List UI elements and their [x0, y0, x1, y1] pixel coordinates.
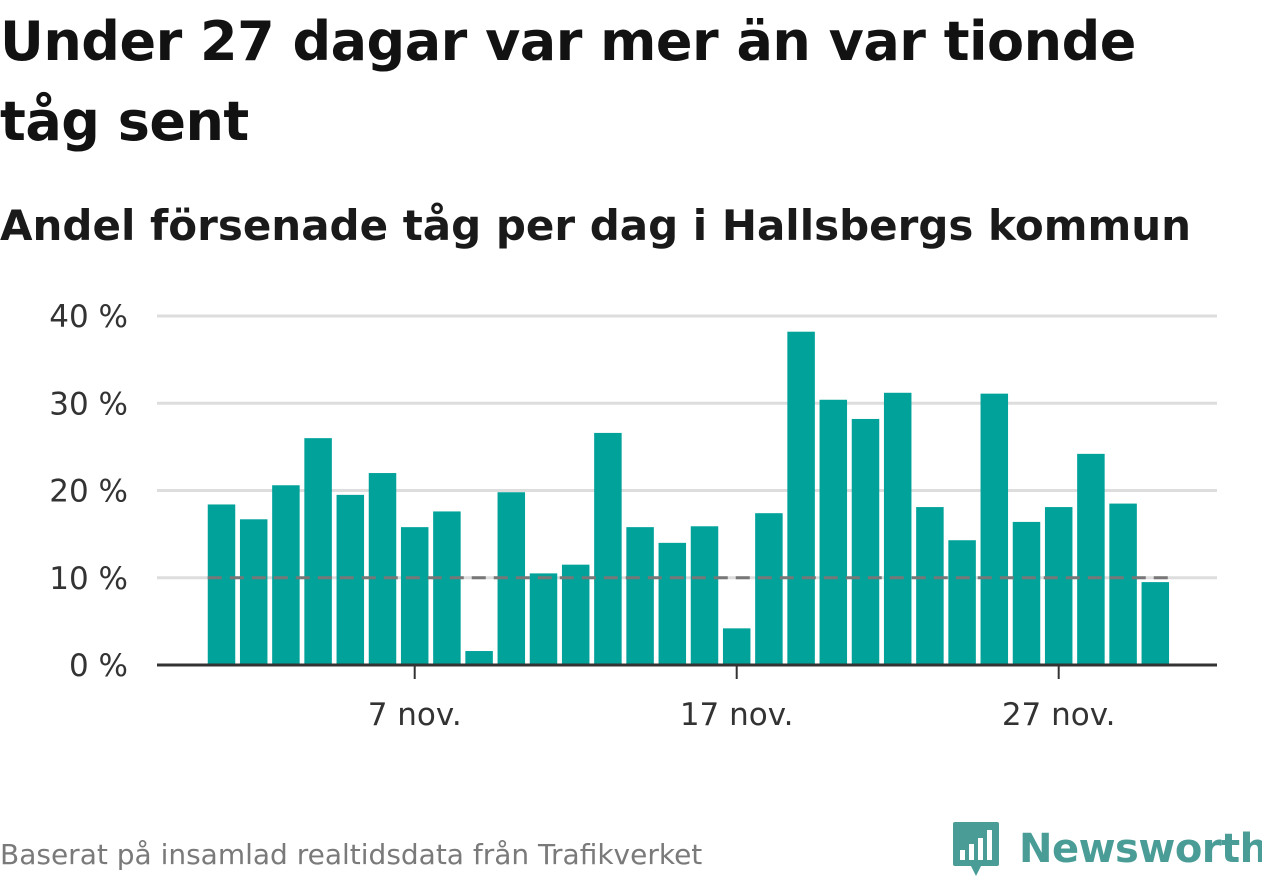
y-tick-label: 30 %: [49, 386, 128, 422]
bar: [980, 393, 1009, 665]
brand-logo: Newsworthy: [951, 820, 1262, 878]
bar: [304, 438, 332, 665]
bar: [1077, 453, 1105, 665]
bar: [787, 331, 815, 665]
bar: [561, 564, 590, 665]
bar: [883, 392, 912, 665]
bar: [851, 418, 880, 665]
x-tick-label: 27 nov.: [1002, 697, 1116, 733]
bar: [916, 507, 944, 665]
bar: [1109, 503, 1137, 665]
bar: [626, 527, 654, 665]
chart-title: Under 27 dagar var mer än var tionde tåg…: [0, 10, 1136, 153]
bar: [690, 526, 719, 665]
bar: [1012, 521, 1041, 665]
bar: [948, 540, 976, 665]
x-tick-label: 7 nov.: [368, 697, 462, 733]
bar: [819, 399, 848, 665]
y-tick-label: 20 %: [49, 474, 128, 510]
bar: [529, 573, 558, 665]
bar: [755, 513, 783, 665]
bar: [400, 527, 429, 665]
bar: [239, 519, 268, 665]
bar: [272, 485, 300, 665]
bar: [336, 494, 365, 665]
bar: [658, 542, 687, 665]
y-tick-label: 40 %: [49, 299, 128, 335]
x-tick-label: 17 nov.: [680, 697, 794, 733]
y-tick-label: 0 %: [69, 648, 128, 684]
bar: [1141, 582, 1170, 665]
bar: [1044, 507, 1073, 665]
y-tick-label: 10 %: [49, 561, 128, 597]
chart-subtitle: Andel försenade tåg per dag i Hallsbergs…: [0, 201, 1192, 250]
bar: [465, 651, 493, 665]
bar: [368, 473, 397, 665]
bar: [433, 511, 461, 665]
newsworthy-logo-icon: [953, 822, 999, 876]
bar: [722, 628, 751, 665]
brand-name: Newsworthy: [1019, 826, 1262, 872]
bar: [207, 504, 236, 665]
source-note: Baserat på insamlad realtidsdata från Tr…: [0, 838, 703, 871]
bar: [594, 432, 622, 665]
